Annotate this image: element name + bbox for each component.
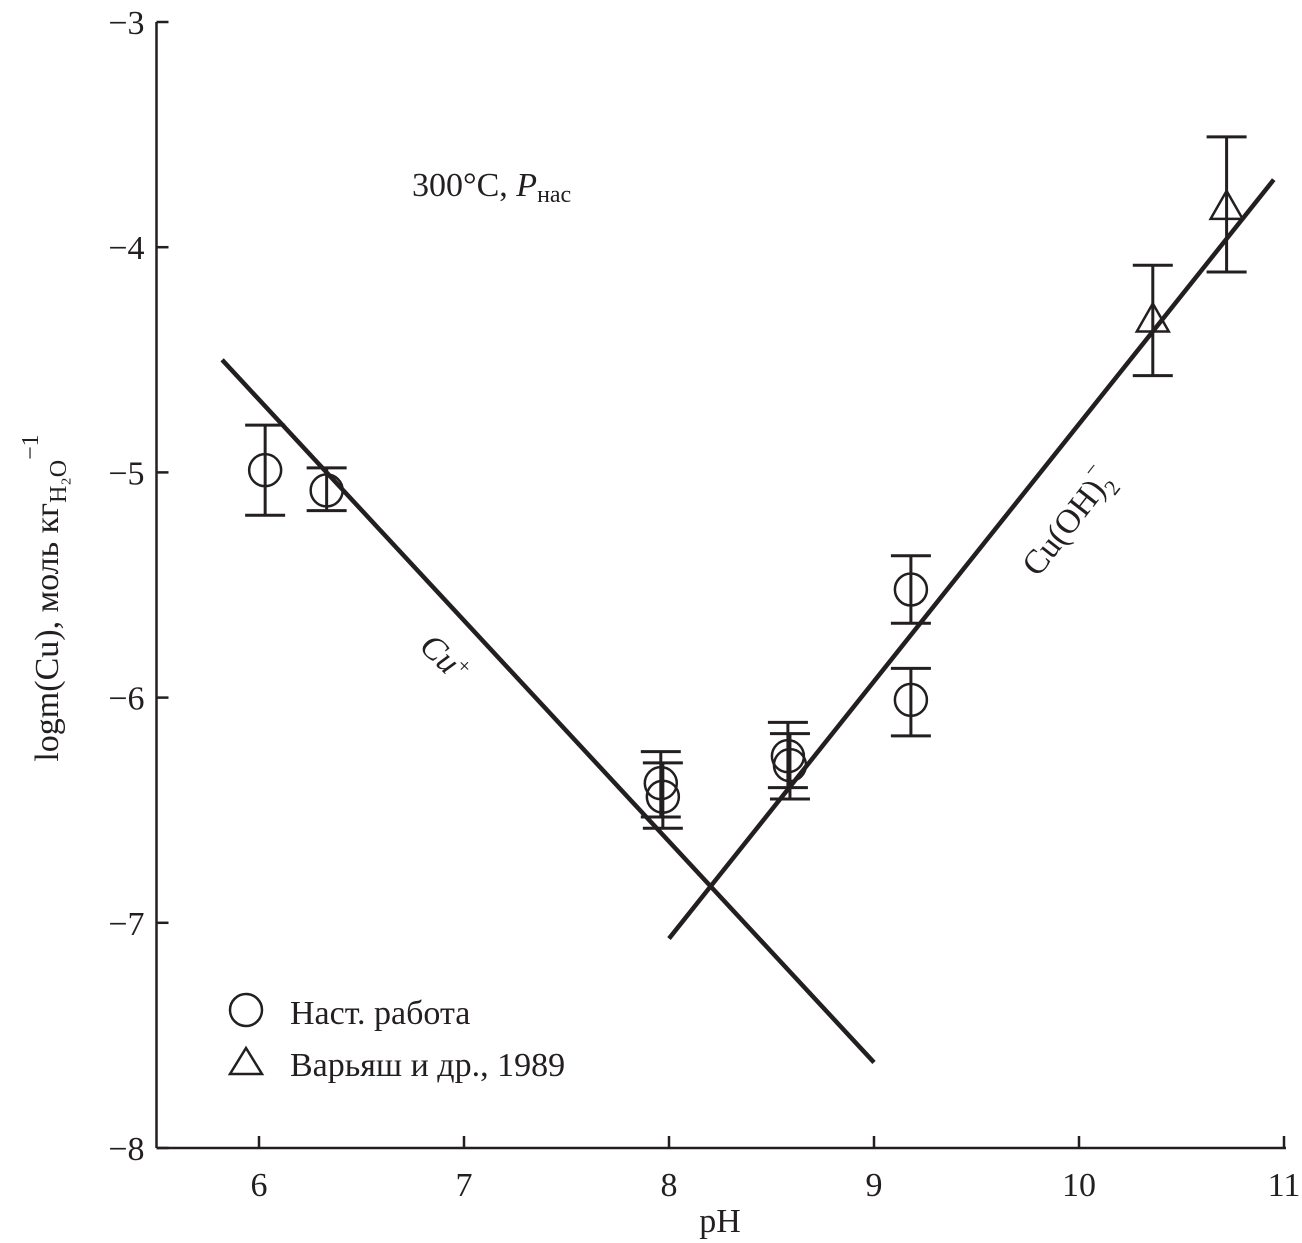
line-label-cu-oh2-minus: Cu(OH)2−	[1008, 456, 1127, 587]
fit-line-cu-plus	[220, 358, 876, 1064]
fit-lines	[220, 178, 1276, 1064]
y-tick-label: −4	[108, 230, 144, 267]
y-tick-label: −8	[108, 1131, 144, 1168]
axes: 6 7 8 9 10 11 −3 −4 −5 −6 −7 −8	[108, 5, 1300, 1204]
condition-annotation: 300°C, Pнас	[412, 167, 571, 208]
x-tick-label: 11	[1268, 1167, 1301, 1204]
data-point-circle	[893, 572, 929, 607]
x-tick-label: 9	[866, 1167, 883, 1204]
legend-label-this-work: Наст. работа	[290, 995, 470, 1032]
data-point-triangle	[1134, 300, 1171, 333]
y-tick-label: −7	[108, 906, 144, 943]
legend-circle-marker	[228, 992, 264, 1028]
data-point-triangle	[1208, 188, 1245, 221]
data-point-circle	[645, 779, 681, 814]
y-tick-label: −6	[108, 681, 144, 718]
data-point-circle	[247, 452, 283, 488]
x-tick-label: 10	[1062, 1167, 1096, 1204]
data-point-circle	[309, 473, 344, 508]
x-tick-label: 7	[456, 1167, 473, 1204]
y-axis-label: logm(Cu), моль кгH₂O−1	[18, 434, 72, 761]
data-point-circle	[893, 682, 929, 718]
legend-triangle-marker	[227, 1045, 265, 1076]
x-tick-label: 6	[251, 1167, 268, 1204]
fit-line-cu-oh2-minus	[667, 178, 1276, 940]
data-point-circle	[772, 747, 808, 783]
y-tick-label: −5	[108, 455, 144, 492]
data-points	[245, 135, 1247, 830]
x-axis-label: pH	[699, 1203, 741, 1240]
data-point-circle	[643, 765, 679, 801]
line-label-cu-plus: Cu+	[412, 625, 477, 690]
y-tick-label: −3	[108, 5, 144, 42]
legend: Наст. работа Варьяш и др., 1989	[227, 992, 565, 1084]
legend-label-varyash: Варьяш и др., 1989	[290, 1047, 565, 1084]
x-tick-label: 8	[661, 1167, 678, 1204]
